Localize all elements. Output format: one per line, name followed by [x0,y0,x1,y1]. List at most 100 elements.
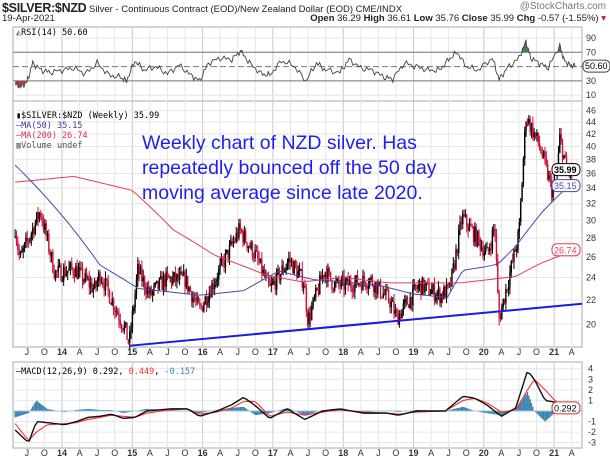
histogram-bar [542,411,545,421]
histogram-bar [239,407,241,411]
histogram-bar [15,411,18,417]
histogram-bar [538,411,541,417]
histogram-bar [80,409,82,411]
macd-tick-label: 4 [588,364,593,374]
histogram-bar [236,407,239,411]
price-bar-body [537,132,539,144]
x-tick-label: O [463,347,470,357]
price-bar-body [77,269,80,279]
price-bar-body [478,231,480,239]
price-bar-body [468,223,471,231]
price-bar-body [45,223,47,236]
price-bar-body [242,232,244,243]
histogram-bar [21,411,23,416]
price-bar-body [26,237,28,241]
price-bar-body [200,305,202,307]
price-bar-body [89,282,92,288]
price-bar-body [464,214,467,217]
x-tick-label: A [569,448,575,458]
x-tick-label: J [306,448,311,458]
chart-annotation: Weekly chart of NZD silver. Has repeated… [142,131,437,206]
price-bar-body [541,153,543,157]
x-tick-label: 18 [338,347,348,357]
histogram-bar [505,411,507,414]
price-bar-body [88,278,90,288]
x-tick-label: A [428,448,434,458]
price-bar-body [521,184,523,202]
price-bar-body [48,233,50,252]
price-bar-body [462,213,464,225]
price-bar-body [34,222,37,234]
price-bar-body [398,313,401,325]
price-bar-body [545,157,548,164]
histogram-bar [232,407,235,411]
open-value: 36.29 [337,13,361,24]
histogram-bar [146,408,148,411]
price-bar-body [530,123,533,132]
histogram-bar [42,405,45,411]
price-bar-body [149,288,151,294]
change-label: Chg [516,13,536,24]
histogram-bar [195,411,197,413]
price-bar-body [347,277,349,286]
price-bar-body [119,320,121,325]
price-bar-body [304,285,306,289]
price-bar-body [425,282,428,285]
price-bar-body [327,268,329,283]
price-bar-body [155,280,158,283]
x-tick-label: O [182,448,189,458]
ma200-legend-text: MA(200) 26.74 [21,131,88,141]
histogram-bar [119,411,121,413]
price-bar-body [185,275,188,288]
price-bar-body [131,311,134,329]
price-bar-body [203,304,205,312]
price-bar-body [223,260,225,268]
macd-tick-label: -2 [588,427,596,437]
histogram-bar [46,408,49,411]
histogram-bar [126,411,128,413]
price-bar-body [296,266,298,278]
price-bar-body [534,132,537,136]
histogram-bar [83,409,85,411]
price-bar-body [302,285,305,288]
histogram-bar [41,404,43,411]
price-bar-body [230,240,232,245]
price-bar-body [72,268,74,275]
price-bar-body [257,251,259,259]
price-bar-body [305,288,308,312]
histogram-bar [517,405,519,411]
x-tick-label: A [358,448,364,458]
open-label: Open [310,13,335,24]
price-bar-body [503,298,506,304]
histogram-bar [95,409,97,411]
low-label: Low [413,13,433,24]
price-bar-body [226,249,228,253]
x-tick-label: J [165,448,170,458]
price-bar-body [134,293,136,308]
quote-bar: 19-Apr-2021 Open 36.29 High 36.61 Low 35… [2,13,606,24]
price-bar-body [433,284,436,301]
histogram-bar [243,407,246,411]
histogram-bar [530,403,533,411]
histogram-value: -0.157 [164,367,196,377]
price-bar-body [157,280,159,289]
price-bar-body [369,278,371,286]
price-bar-body [540,147,542,154]
histogram-bar [87,408,89,411]
price-bar-body [170,277,173,285]
annotation-line: moving average since late 2020. [142,182,423,204]
x-tick-label: J [95,448,100,458]
price-bar-body [529,118,531,132]
rsi-legend: ◭RSI(14) 50.60 [16,28,88,38]
histogram-bar [534,411,537,413]
price-bar-body [490,248,492,250]
price-bar-body [563,155,565,159]
price-bar-body [431,289,433,295]
price-bar-body [375,282,378,294]
price-bar-body [123,324,126,331]
price-bar-body [448,282,450,285]
price-bar-body [428,282,430,296]
price-tick-label: 34 [586,183,596,193]
price-bar-body [19,252,22,256]
price-bar-body [374,282,376,293]
